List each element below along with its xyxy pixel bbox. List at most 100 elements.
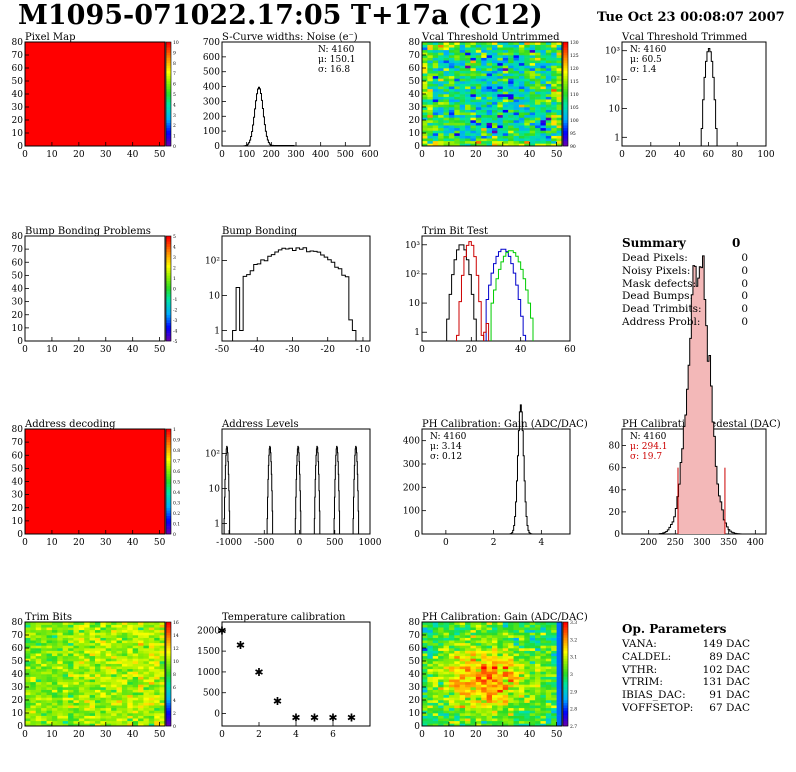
heatmap-cell bbox=[492, 44, 498, 48]
heatmap-cell bbox=[492, 75, 498, 79]
heatmap-cell bbox=[438, 143, 444, 147]
heatmap-cell bbox=[454, 640, 460, 644]
chart-s-curve: S-Curve widths: Noise (e⁻)0 100 200 300 400 5… bbox=[203, 32, 379, 160]
heatmap-cell bbox=[438, 687, 444, 690]
heatmap-cell bbox=[497, 694, 504, 698]
heatmap-cell bbox=[535, 109, 541, 113]
colorbar-cell bbox=[166, 327, 171, 331]
heatmap-cell bbox=[556, 627, 563, 631]
heatmap-cell bbox=[535, 648, 541, 651]
heatmap-cell bbox=[518, 663, 525, 667]
heatmap-cell bbox=[121, 692, 128, 696]
colorbar-cell bbox=[563, 99, 568, 103]
heatmap-cell bbox=[432, 117, 439, 121]
heatmap-cell bbox=[159, 681, 166, 685]
heatmap-cell bbox=[529, 140, 536, 144]
heatmap-cell bbox=[62, 645, 69, 649]
plot-frame bbox=[421, 428, 571, 535]
colorbar-cell bbox=[563, 75, 568, 79]
heatmap-cell bbox=[513, 655, 520, 659]
heatmap-cell bbox=[535, 86, 541, 90]
heatmap-cell bbox=[73, 632, 80, 636]
heatmap-cell bbox=[68, 658, 74, 662]
heatmap-cell bbox=[492, 52, 498, 56]
heatmap-cell bbox=[41, 674, 47, 677]
heatmap-cell bbox=[100, 692, 107, 696]
heatmap-cell bbox=[556, 710, 563, 714]
heatmap-cell bbox=[95, 707, 101, 711]
heatmap-cell bbox=[508, 96, 514, 100]
heatmap-cell bbox=[535, 705, 541, 709]
heatmap-cell bbox=[529, 107, 536, 110]
x-tick-label: 50 bbox=[551, 150, 563, 160]
heatmap-cell bbox=[535, 715, 541, 719]
heatmap-cell bbox=[148, 676, 155, 680]
heatmap-cell bbox=[438, 70, 444, 74]
heatmap-cell bbox=[513, 143, 520, 147]
heatmap-cell bbox=[454, 661, 460, 664]
heatmap-cell bbox=[454, 78, 460, 82]
heatmap-cell bbox=[148, 710, 155, 714]
heatmap-cell bbox=[422, 661, 428, 664]
heatmap-cell bbox=[475, 112, 482, 116]
heatmap-cell bbox=[448, 702, 455, 706]
heatmap-cell bbox=[454, 650, 460, 654]
heatmap-cell bbox=[127, 668, 133, 672]
heatmap-cell bbox=[459, 645, 466, 649]
heatmap-cell bbox=[46, 681, 53, 685]
colorbar-tick-label: 105 bbox=[570, 105, 579, 111]
heatmap-cell bbox=[432, 60, 439, 64]
heatmap-cell bbox=[89, 713, 96, 716]
colorbar-cell bbox=[166, 249, 171, 253]
heatmap-cell bbox=[432, 70, 439, 74]
heatmap-cell bbox=[448, 676, 455, 680]
heatmap-cell bbox=[105, 720, 112, 724]
heatmap-cell bbox=[143, 713, 150, 716]
colorbar-cell bbox=[563, 117, 568, 121]
heatmap-cell bbox=[524, 632, 530, 636]
heatmap-cell bbox=[481, 666, 487, 670]
heatmap-cell bbox=[427, 73, 434, 77]
heatmap-cell bbox=[154, 700, 160, 703]
heatmap-cell bbox=[68, 692, 74, 696]
heatmap-cell bbox=[513, 120, 520, 123]
heatmap-cell bbox=[551, 645, 557, 649]
heatmap-cell bbox=[448, 666, 455, 670]
heatmap-cell bbox=[432, 122, 439, 126]
colorbar-cell bbox=[166, 293, 171, 297]
heatmap-cell bbox=[454, 689, 460, 693]
heatmap-cell bbox=[529, 723, 536, 727]
colorbar-cell bbox=[563, 645, 568, 649]
heatmap-cell bbox=[100, 663, 107, 667]
summary-title: Summary bbox=[622, 236, 686, 250]
heatmap-cell bbox=[470, 68, 477, 71]
heatmap-cell bbox=[518, 666, 525, 670]
heatmap-cell bbox=[470, 65, 477, 69]
heatmap-cell bbox=[535, 645, 541, 649]
heatmap-cell bbox=[518, 96, 525, 100]
heatmap-cell bbox=[481, 650, 487, 654]
heatmap-cell bbox=[62, 666, 69, 670]
heatmap-cell bbox=[448, 44, 455, 48]
heatmap-cell bbox=[470, 710, 477, 714]
heatmap-cell bbox=[454, 697, 460, 701]
heatmap-cell bbox=[432, 666, 439, 670]
heatmap-cell bbox=[73, 658, 80, 662]
heatmap-cell bbox=[518, 86, 525, 90]
heatmap-cell bbox=[502, 720, 509, 724]
heatmap-cell bbox=[513, 107, 520, 110]
heatmap-cell bbox=[143, 666, 150, 670]
heatmap-cell bbox=[35, 674, 42, 677]
heatmap-cell bbox=[25, 687, 31, 690]
heatmap-cell bbox=[502, 44, 509, 48]
heatmap-cell bbox=[486, 700, 493, 703]
heatmap-cell bbox=[46, 635, 53, 638]
heatmap-cell bbox=[556, 705, 563, 709]
heatmap-cell bbox=[111, 653, 117, 657]
heatmap-cell bbox=[459, 57, 466, 61]
heatmap-cell bbox=[524, 55, 530, 58]
heatmap-cell bbox=[422, 125, 428, 129]
heatmap-cell bbox=[25, 697, 31, 701]
heatmap-cell bbox=[84, 627, 90, 631]
data-point: ✱ bbox=[310, 712, 319, 725]
